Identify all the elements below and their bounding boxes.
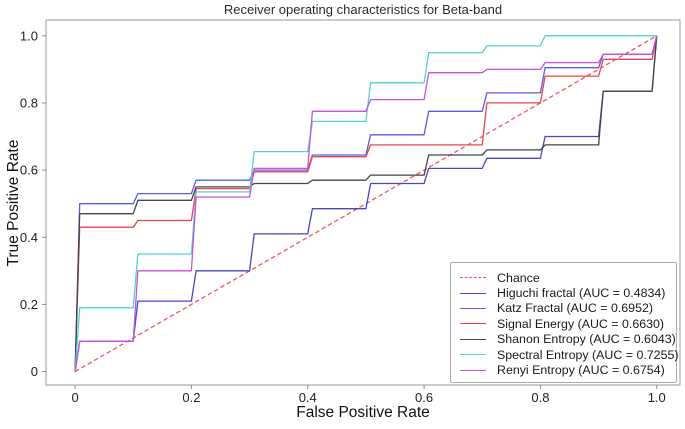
x-tick-label: 0.8 [531,390,549,405]
legend-item-signal-energy: Signal Energy (AUC = 0.6630) [460,316,668,331]
legend-label-spectral-entropy: Spectral Entropy (AUC = 0.7255) [497,347,679,362]
roc-curve-higuchi-fractal [74,35,658,372]
legend-line-sample-higuchi-fractal [460,292,486,294]
x-tick-label: 0 [71,390,78,405]
legend-label-shanon-entropy: Shanon Entropy (AUC = 0.6043) [497,332,676,347]
y-tick-label: 0.6 [20,163,38,178]
legend-line-sample-signal-energy [460,323,486,325]
legend-item-higuchi-fractal: Higuchi fractal (AUC = 0.4834) [460,285,668,300]
y-tick-label: 1.0 [20,28,38,43]
legend-label-renyi-entropy: Renyi Entropy (AUC = 0.6754) [497,363,665,378]
y-tick-label: 0 [31,364,38,379]
roc-curve-shanon-entropy [74,35,658,372]
y-axis-label: True Positive Rate [5,139,22,267]
roc-curve-spectral-entropy [74,35,657,372]
legend-item-shanon-entropy: Shanon Entropy (AUC = 0.6043) [460,332,676,347]
x-axis-label: False Positive Rate [296,404,430,421]
x-tick-label: 0.6 [415,390,433,405]
legend-label-chance: Chance [497,270,540,285]
roc-curve-katz-fractal [74,35,658,372]
y-tick-label: 0.2 [20,297,38,312]
x-tick-label: 1.0 [648,390,666,405]
axes-frame [45,19,681,386]
roc-curve-chance [74,35,658,373]
legend-item-renyi-entropy: Renyi Entropy (AUC = 0.6754) [460,362,668,377]
legend-item-spectral-entropy: Spectral Entropy (AUC = 0.7255) [460,347,678,362]
legend-label-katz-fractal: Katz Fractal (AUC = 0.6952) [497,301,653,316]
legend-line-sample-shanon-entropy [460,338,486,340]
chart-title: Receiver operating characteristics for B… [223,2,503,17]
legend-label-higuchi-fractal: Higuchi fractal (AUC = 0.4834) [497,286,666,301]
legend-line-sample-chance [460,277,486,279]
x-tick-label: 0.2 [182,390,200,405]
legend-box: Chance Higuchi fractal (AUC = 0.4834) Katz… [450,262,678,383]
legend-label-signal-energy: Signal Energy (AUC = 0.6630) [497,316,665,331]
legend-line-sample-katz-fractal [460,307,486,309]
x-tick-label: 0.4 [299,390,317,405]
legend-line-sample-renyi-entropy [460,369,486,371]
roc-curve-renyi-entropy [74,35,658,372]
legend-line-sample-spectral-entropy [460,354,486,356]
roc-curve-signal-energy [74,35,658,372]
legend-item-katz-fractal: Katz Fractal (AUC = 0.6952) [460,301,668,316]
y-tick-label: 0.8 [20,95,38,110]
legend-item-chance: Chance [460,270,668,285]
y-tick-label: 0.4 [20,230,38,245]
